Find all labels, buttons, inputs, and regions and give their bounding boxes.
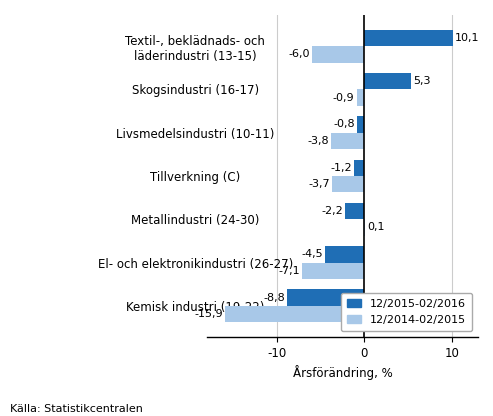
- Text: 5,3: 5,3: [413, 76, 430, 86]
- Text: -6,0: -6,0: [288, 50, 310, 59]
- Text: 0,1: 0,1: [367, 223, 385, 233]
- Text: -7,1: -7,1: [279, 266, 300, 276]
- Text: -3,8: -3,8: [307, 136, 329, 146]
- Bar: [356, 89, 364, 106]
- Text: -15,9: -15,9: [195, 309, 223, 319]
- Legend: 12/2015-02/2016, 12/2014-02/2015: 12/2015-02/2016, 12/2014-02/2015: [341, 292, 472, 332]
- Bar: [364, 30, 453, 46]
- Text: -8,8: -8,8: [264, 292, 285, 303]
- Text: -2,2: -2,2: [321, 206, 343, 216]
- Bar: [364, 73, 411, 89]
- Text: Källa: Statistikcentralen: Källa: Statistikcentralen: [10, 404, 143, 414]
- Text: -0,8: -0,8: [334, 119, 355, 129]
- Text: -0,9: -0,9: [333, 93, 354, 103]
- Bar: [302, 262, 364, 279]
- Text: 10,1: 10,1: [455, 33, 479, 43]
- Bar: [225, 306, 364, 322]
- Bar: [357, 116, 364, 133]
- Bar: [364, 219, 365, 236]
- Text: -3,7: -3,7: [308, 179, 330, 189]
- X-axis label: Årsförändring, %: Årsförändring, %: [293, 365, 392, 380]
- Bar: [325, 246, 364, 262]
- Bar: [331, 133, 364, 149]
- Text: -4,5: -4,5: [301, 249, 323, 259]
- Bar: [332, 176, 364, 193]
- Bar: [312, 46, 364, 62]
- Bar: [345, 203, 364, 219]
- Text: -1,2: -1,2: [330, 163, 352, 173]
- Bar: [354, 159, 364, 176]
- Bar: [287, 290, 364, 306]
